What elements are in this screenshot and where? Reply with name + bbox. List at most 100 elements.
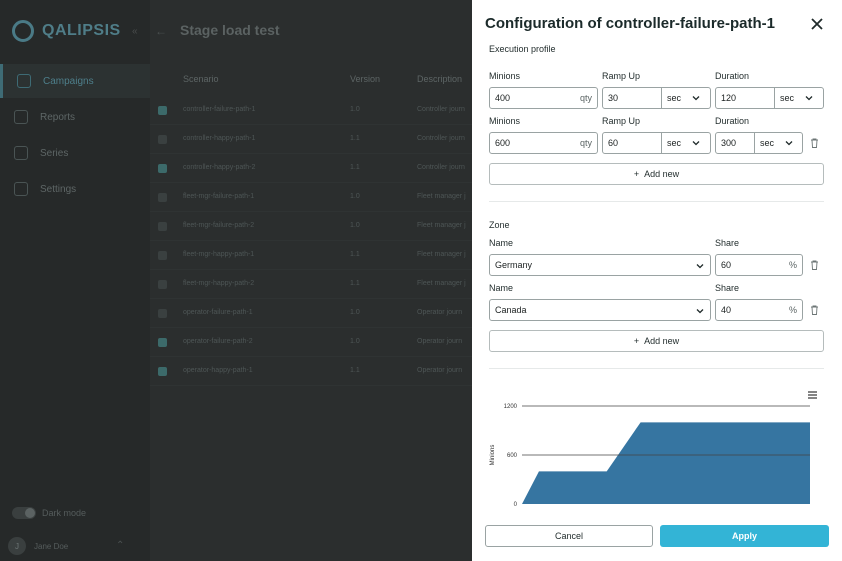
- chevron-up-icon[interactable]: ⌃: [116, 540, 125, 551]
- zone-share-value: 40: [721, 305, 732, 315]
- minions-label: Minions: [489, 71, 521, 81]
- collapse-sidebar-icon[interactable]: «: [132, 26, 138, 37]
- description-cell: Fleet manager j: [417, 193, 466, 200]
- percent-suffix: %: [788, 260, 797, 270]
- rampup-label: Ramp Up: [602, 71, 641, 81]
- row-checkbox[interactable]: [158, 367, 167, 376]
- add-new-label: Add new: [644, 169, 680, 179]
- duration-value: 300: [721, 138, 737, 148]
- scenario-cell: controller-happy-path-1: [183, 135, 256, 142]
- sidebar-item-label: Campaigns: [43, 75, 94, 87]
- rampup-input[interactable]: 30 sec: [602, 87, 711, 109]
- column-header-version[interactable]: Version: [350, 74, 381, 84]
- cancel-button[interactable]: Cancel: [485, 525, 653, 547]
- series-area: [522, 422, 810, 504]
- gear-icon: [14, 182, 28, 196]
- zone-name-select[interactable]: Canada: [489, 299, 711, 321]
- row-checkbox[interactable]: [158, 309, 167, 318]
- plus-icon: +: [633, 169, 640, 179]
- row-checkbox[interactable]: [158, 338, 167, 347]
- zone-name-label: Name: [489, 238, 514, 248]
- table-row[interactable]: [150, 96, 472, 125]
- column-header-description[interactable]: Description: [417, 74, 463, 84]
- table-row[interactable]: [150, 241, 472, 270]
- row-checkbox[interactable]: [158, 280, 167, 289]
- execution-profile-chart: 0 600 1200 Minions: [490, 391, 817, 508]
- table-row[interactable]: [150, 270, 472, 299]
- duration-value: 120: [721, 93, 737, 103]
- chevron-down-icon: [785, 141, 793, 146]
- sidebar-item-reports[interactable]: Reports: [0, 100, 150, 134]
- duration-input[interactable]: 300 sec: [715, 132, 803, 154]
- close-icon[interactable]: [810, 17, 824, 31]
- chevron-down-icon: [805, 96, 813, 101]
- rampup-label: Ramp Up: [602, 116, 641, 126]
- row-checkbox[interactable]: [158, 193, 167, 202]
- zone-share-input[interactable]: 40 %: [715, 299, 803, 321]
- column-header-scenario[interactable]: Scenario: [183, 74, 219, 84]
- scenario-cell: fleet-mgr-failure-path-2: [183, 222, 255, 229]
- version-cell: 1.0: [350, 338, 360, 345]
- scenario-cell: fleet-mgr-happy-path-1: [183, 251, 255, 258]
- duration-unit-select[interactable]: sec: [754, 133, 802, 153]
- chevron-down-icon: [696, 309, 704, 314]
- minions-label: Minions: [489, 116, 521, 126]
- version-cell: 1.1: [350, 164, 360, 171]
- rampup-input[interactable]: 60 sec: [602, 132, 711, 154]
- row-checkbox[interactable]: [158, 164, 167, 173]
- trash-icon[interactable]: [810, 260, 819, 270]
- minions-input[interactable]: 400 qty: [489, 87, 598, 109]
- divider: [489, 368, 824, 369]
- duration-unit-select[interactable]: sec: [774, 88, 824, 108]
- table-row[interactable]: [150, 212, 472, 241]
- configuration-panel: Configuration of controller-failure-path…: [472, 0, 842, 561]
- row-checkbox[interactable]: [158, 222, 167, 231]
- sidebar-item-label: Settings: [40, 183, 77, 195]
- table-row[interactable]: [150, 125, 472, 154]
- table-row[interactable]: [150, 154, 472, 183]
- table-row[interactable]: [150, 299, 472, 328]
- logo-icon: [12, 20, 34, 42]
- rampup-value: 60: [608, 138, 619, 148]
- table-row[interactable]: [150, 328, 472, 357]
- description-cell: Operator journ: [417, 309, 463, 316]
- scenario-cell: operator-failure-path-1: [183, 309, 253, 316]
- zone-share-input[interactable]: 60 %: [715, 254, 803, 276]
- panel-title: Configuration of controller-failure-path…: [485, 15, 775, 32]
- y-axis-label: Minions: [490, 445, 496, 466]
- rampup-unit-select[interactable]: sec: [661, 133, 711, 153]
- zone-name-select[interactable]: Germany: [489, 254, 711, 276]
- rampup-unit-select[interactable]: sec: [661, 88, 711, 108]
- version-cell: 1.1: [350, 251, 360, 258]
- minions-input[interactable]: 600 qty: [489, 132, 598, 154]
- row-checkbox[interactable]: [158, 135, 167, 144]
- zone-label: Zone: [489, 220, 510, 230]
- trash-icon[interactable]: [810, 138, 819, 148]
- toggle-switch[interactable]: [12, 507, 36, 519]
- table-row[interactable]: [150, 357, 472, 386]
- duration-input[interactable]: 120 sec: [715, 87, 824, 109]
- add-zone-button[interactable]: + Add new: [489, 330, 824, 352]
- zone-name-label: Name: [489, 283, 514, 293]
- description-cell: Controller journ: [417, 135, 465, 142]
- sidebar-item-series[interactable]: Series: [0, 136, 150, 170]
- row-checkbox[interactable]: [158, 251, 167, 260]
- add-stage-button[interactable]: + Add new: [489, 163, 824, 185]
- scenario-cell: controller-happy-path-2: [183, 164, 256, 171]
- table-row[interactable]: [150, 183, 472, 212]
- user-menu[interactable]: J Jane Doe: [8, 537, 68, 555]
- trash-icon[interactable]: [810, 305, 819, 315]
- sidebar-item-campaigns[interactable]: Campaigns: [0, 64, 150, 98]
- chart-menu-icon[interactable]: [808, 391, 817, 399]
- apply-button[interactable]: Apply: [660, 525, 829, 547]
- sidebar-item-settings[interactable]: Settings: [0, 172, 150, 206]
- dark-mode-toggle[interactable]: Dark mode: [12, 507, 86, 519]
- description-cell: Controller journ: [417, 164, 465, 171]
- add-new-label: Add new: [644, 336, 680, 346]
- duration-label: Duration: [715, 71, 750, 81]
- back-icon[interactable]: ←: [155, 24, 167, 38]
- scenario-cell: fleet-mgr-happy-path-2: [183, 280, 255, 287]
- row-checkbox[interactable]: [158, 106, 167, 115]
- plus-icon: +: [633, 336, 640, 346]
- minions-value: 600: [495, 138, 511, 148]
